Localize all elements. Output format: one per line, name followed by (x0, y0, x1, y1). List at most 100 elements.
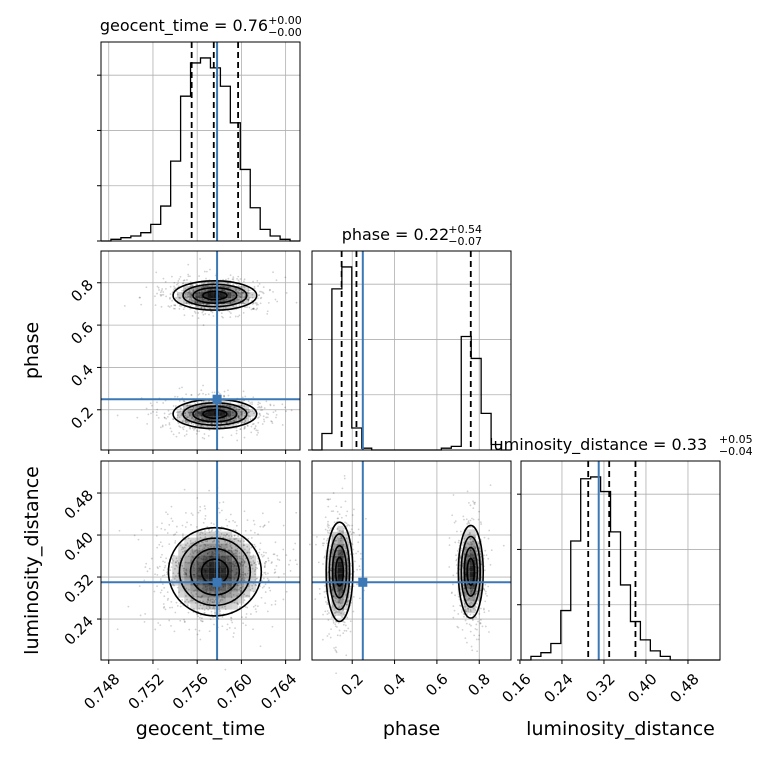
sample-point (239, 575, 242, 578)
sample-point (239, 417, 242, 420)
sample-point (473, 634, 476, 637)
y-axis-label-luminosity_distance: luminosity_distance (21, 466, 43, 655)
sample-point (252, 554, 255, 557)
sample-point (182, 279, 185, 282)
sample-point (463, 615, 465, 618)
sample-point (229, 545, 232, 547)
sample-point (464, 619, 467, 622)
density-cell (201, 416, 208, 423)
sample-point (235, 529, 237, 532)
sample-point (256, 279, 259, 282)
sample-point (174, 304, 177, 307)
sample-point (294, 559, 297, 562)
sample-point (354, 560, 356, 563)
sample-point (352, 595, 355, 598)
sample-point (224, 306, 227, 309)
density-cell (202, 543, 209, 550)
sample-point (160, 289, 163, 292)
sample-point (271, 422, 274, 425)
sample-point (266, 310, 269, 313)
sample-point (185, 595, 187, 597)
sample-point (164, 564, 167, 567)
sample-point (189, 426, 191, 429)
density-cell (243, 404, 250, 411)
sample-point (178, 432, 181, 434)
sample-point (223, 394, 225, 397)
sample-point (172, 289, 175, 291)
sample-point (463, 518, 465, 521)
sample-point (211, 535, 213, 538)
sample-point (150, 557, 153, 560)
sample-point (211, 598, 214, 601)
sample-point (252, 560, 255, 562)
sample-point (244, 560, 246, 563)
sample-point (464, 637, 467, 640)
sample-point (333, 521, 336, 524)
sample-point (450, 592, 453, 595)
param-err-plus-geocent_time: +0.00 (268, 14, 302, 27)
sample-point (242, 291, 244, 294)
sample-point (185, 302, 188, 305)
sample-point (325, 539, 328, 542)
sample-point (344, 624, 347, 627)
sample-point (239, 565, 241, 568)
sample-point (236, 439, 239, 442)
sample-point (241, 616, 243, 619)
sample-point (189, 292, 192, 295)
sample-point (199, 509, 202, 512)
sample-point (254, 604, 257, 607)
density-cell (243, 298, 250, 305)
sample-point (484, 549, 487, 552)
sample-point (274, 298, 277, 301)
sample-point (329, 498, 332, 501)
sample-point (258, 412, 261, 415)
density-cell (196, 561, 203, 568)
sample-point (257, 560, 259, 563)
sample-point (252, 556, 254, 558)
sample-point (264, 591, 267, 593)
sample-point (183, 620, 186, 623)
sample-point (253, 285, 256, 288)
sample-point (189, 542, 192, 545)
density-cell (202, 597, 209, 604)
density-cell (249, 410, 256, 417)
sample-point (246, 606, 249, 609)
sample-point (204, 536, 207, 538)
sample-point (288, 563, 290, 566)
sample-point (173, 287, 176, 290)
sample-point (233, 588, 235, 591)
density-cell (225, 398, 232, 405)
sample-point (357, 541, 360, 544)
sample-point (137, 538, 140, 541)
sample-point (191, 417, 194, 420)
sample-point (221, 606, 224, 609)
sample-point (239, 278, 242, 280)
sample-point (186, 291, 189, 294)
sample-point (265, 400, 268, 403)
sample-point (187, 604, 189, 607)
sample-point (154, 628, 157, 631)
density-cell (220, 567, 227, 574)
sample-point (249, 555, 252, 558)
density-cell (189, 292, 196, 299)
sample-point (253, 412, 255, 415)
sample-point (263, 585, 265, 588)
sample-point (284, 406, 287, 409)
sample-point (174, 395, 176, 398)
sample-point (213, 391, 216, 394)
sample-point (208, 630, 211, 633)
sample-point (147, 413, 150, 416)
sample-point (206, 601, 209, 603)
sample-point (242, 390, 245, 393)
sample-point (189, 404, 191, 407)
sample-point (232, 300, 235, 303)
density-cell (172, 561, 179, 568)
sample-point (466, 641, 468, 644)
density-cell (184, 567, 191, 574)
sample-point (244, 419, 247, 422)
sample-point (480, 523, 483, 525)
sample-point (258, 563, 260, 565)
sample-point (245, 613, 248, 615)
sample-point (162, 606, 165, 609)
sample-point (251, 423, 254, 426)
